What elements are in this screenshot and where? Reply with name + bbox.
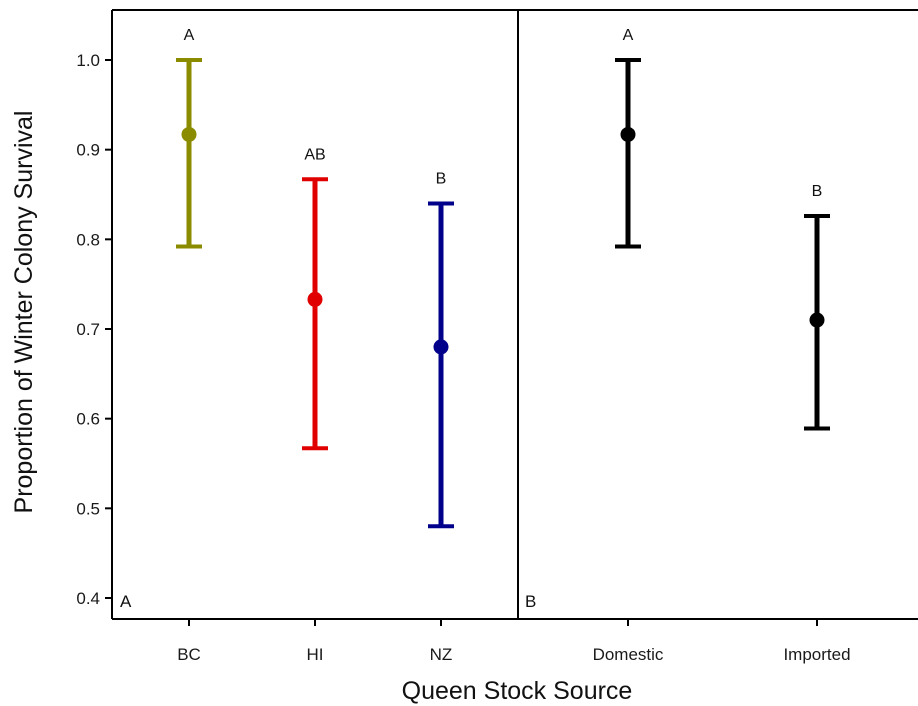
errorbar-domestic: A bbox=[615, 27, 641, 249]
plot-frame bbox=[111, 9, 918, 620]
mean-point bbox=[433, 339, 449, 355]
y-tick-label: 0.6 bbox=[76, 410, 100, 429]
x-axis: BC HI NZ Domestic Imported bbox=[177, 619, 851, 664]
panel-tag-b: B bbox=[525, 592, 536, 611]
y-axis: 0.4 0.5 0.6 0.7 0.8 0.9 1.0 bbox=[76, 51, 112, 608]
significance-label: B bbox=[436, 170, 447, 187]
y-tick-label: 0.7 bbox=[76, 320, 100, 339]
x-tick-label: BC bbox=[177, 645, 201, 664]
y-tick-label: 0.8 bbox=[76, 230, 100, 249]
y-tick-label: 1.0 bbox=[76, 51, 100, 70]
errorbar-bc: A bbox=[176, 27, 202, 249]
x-tick-label: Imported bbox=[783, 645, 850, 664]
y-tick-label: 0.9 bbox=[76, 141, 100, 160]
mean-point bbox=[307, 291, 323, 307]
x-tick-label: HI bbox=[307, 645, 324, 664]
x-tick-label: Domestic bbox=[593, 645, 664, 664]
significance-label: B bbox=[812, 183, 823, 200]
mean-point bbox=[620, 126, 636, 142]
errorbar-imported: B bbox=[804, 183, 830, 431]
significance-label: AB bbox=[304, 146, 325, 163]
panel-tag-a: A bbox=[120, 592, 132, 611]
y-tick-label: 0.5 bbox=[76, 499, 100, 518]
significance-label: A bbox=[184, 27, 195, 44]
y-axis-title: Proportion of Winter Colony Survival bbox=[10, 111, 38, 514]
errorbar-nz: B bbox=[428, 170, 454, 529]
mean-point bbox=[181, 126, 197, 142]
mean-point bbox=[809, 312, 825, 328]
x-tick-label: NZ bbox=[430, 645, 453, 664]
x-axis-title: Queen Stock Source bbox=[402, 677, 633, 705]
significance-label: A bbox=[623, 27, 634, 44]
errorbar-hi: AB bbox=[302, 146, 328, 451]
y-tick-label: 0.4 bbox=[76, 589, 100, 608]
